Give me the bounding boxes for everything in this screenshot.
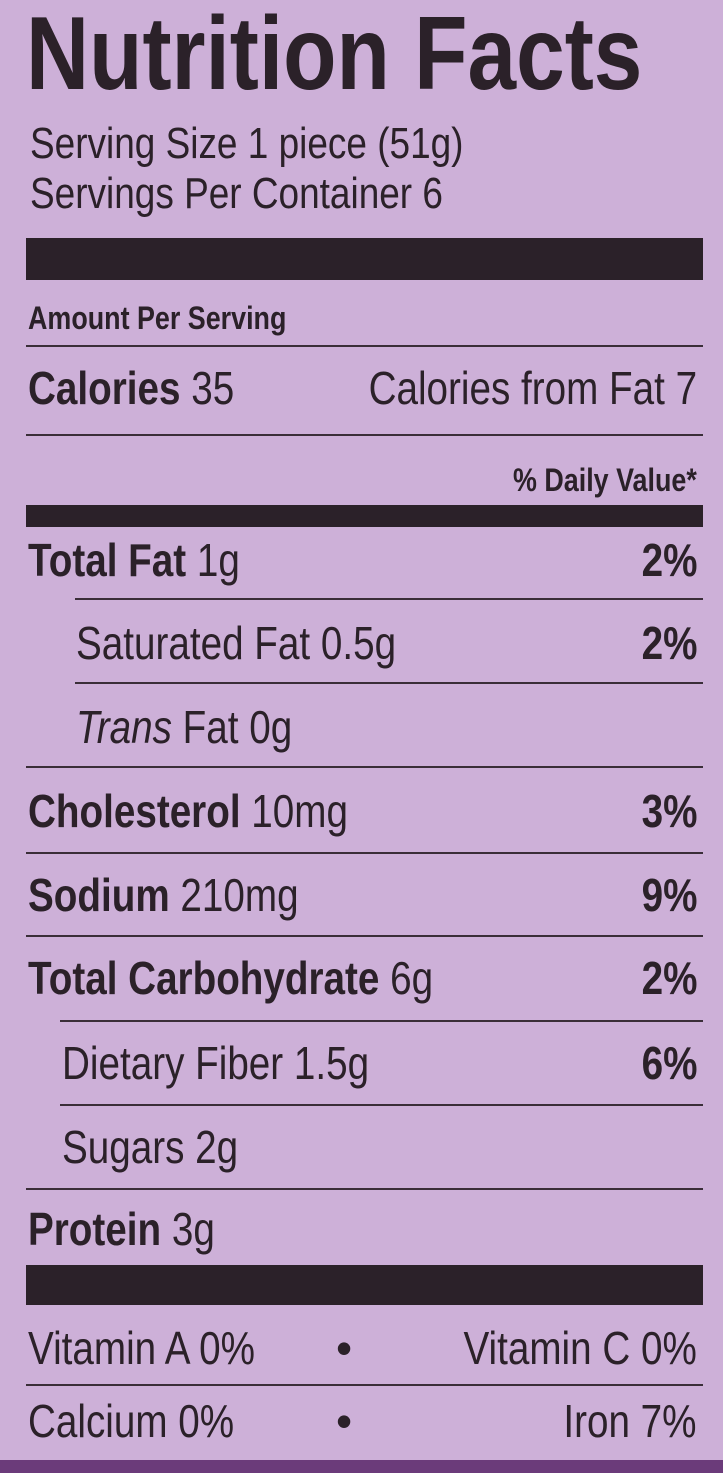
bullet-separator: • xyxy=(336,1322,353,1374)
amount-per-serving: Amount Per Serving xyxy=(28,300,287,336)
calories-value: 35 xyxy=(191,362,235,414)
divider xyxy=(75,598,703,600)
calories-from-fat: Calories from Fat 7 xyxy=(368,362,697,414)
serving-size: Serving Size 1 piece (51g) xyxy=(30,119,464,168)
nutrient-amount: 3g xyxy=(171,1203,215,1255)
vitamin-a: Vitamin A 0% xyxy=(28,1322,255,1374)
dv-saturated-fat: 2% xyxy=(641,617,697,669)
nutrient-amount: 2g xyxy=(195,1121,239,1173)
dv-total-fat: 2% xyxy=(641,534,697,586)
servings-per-container: Servings Per Container 6 xyxy=(30,169,443,218)
nutrient-label: Protein xyxy=(28,1203,162,1255)
nutrient-amount: 1g xyxy=(196,534,240,586)
daily-value-header: % Daily Value* xyxy=(513,462,697,498)
nutrient-label: Saturated Fat xyxy=(76,617,311,669)
nutrient-amount: 210mg xyxy=(180,869,299,921)
nutrient-label: Sodium xyxy=(28,869,170,921)
dv-dietary-fiber: 6% xyxy=(641,1037,697,1089)
calories-label: Calories xyxy=(28,362,181,414)
nutrient-amount: 6g xyxy=(390,952,434,1004)
bullet-separator: • xyxy=(336,1395,353,1447)
divider xyxy=(26,935,703,937)
nutrient-label: Total Fat xyxy=(28,534,187,586)
nutrient-cholesterol: Cholesterol 10mg xyxy=(28,788,348,834)
divider xyxy=(26,345,703,347)
divider xyxy=(26,766,703,768)
nutrient-label: Total Carbohydrate xyxy=(28,952,380,1004)
nutrient-saturated-fat: Saturated Fat 0.5g xyxy=(76,620,396,666)
divider xyxy=(26,1188,703,1190)
medium-divider xyxy=(26,505,703,527)
thick-divider xyxy=(26,1265,703,1305)
divider xyxy=(60,1020,703,1022)
dv-sodium: 9% xyxy=(641,869,697,921)
nutrient-label: Sugars xyxy=(62,1121,185,1173)
dv-total-carbohydrate: 2% xyxy=(641,952,697,1004)
calcium: Calcium 0% xyxy=(28,1395,235,1447)
thick-divider xyxy=(26,238,703,280)
divider xyxy=(26,1384,703,1386)
nutrient-amount: 0.5g xyxy=(320,617,397,669)
divider xyxy=(26,852,703,854)
nutrient-sodium: Sodium 210mg xyxy=(28,872,299,918)
nutrient-amount: Fat 0g xyxy=(182,701,293,753)
divider xyxy=(75,682,703,684)
nutrient-total-fat: Total Fat 1g xyxy=(28,537,240,583)
nutrient-dietary-fiber: Dietary Fiber 1.5g xyxy=(62,1040,369,1086)
divider xyxy=(60,1104,703,1106)
nutrient-trans-fat: Trans Fat 0g xyxy=(76,704,292,750)
vitamin-c: Vitamin C 0% xyxy=(463,1322,697,1374)
nutrient-label: Cholesterol xyxy=(28,785,241,837)
package-edge xyxy=(0,1460,723,1473)
nutrient-label: Trans xyxy=(76,701,172,753)
nutrient-amount: 1.5g xyxy=(293,1037,370,1089)
label-title: Nutrition Facts xyxy=(26,0,643,112)
nutrient-label: Dietary Fiber xyxy=(62,1037,284,1089)
divider xyxy=(26,434,703,436)
nutrient-amount: 10mg xyxy=(251,785,348,837)
nutrient-protein: Protein 3g xyxy=(28,1206,215,1252)
nutrient-total-carbohydrate: Total Carbohydrate 6g xyxy=(28,955,433,1001)
calories-row: Calories 35 xyxy=(28,365,234,411)
iron: Iron 7% xyxy=(563,1395,697,1447)
dv-cholesterol: 3% xyxy=(641,785,697,837)
nutrient-sugars: Sugars 2g xyxy=(62,1124,238,1170)
